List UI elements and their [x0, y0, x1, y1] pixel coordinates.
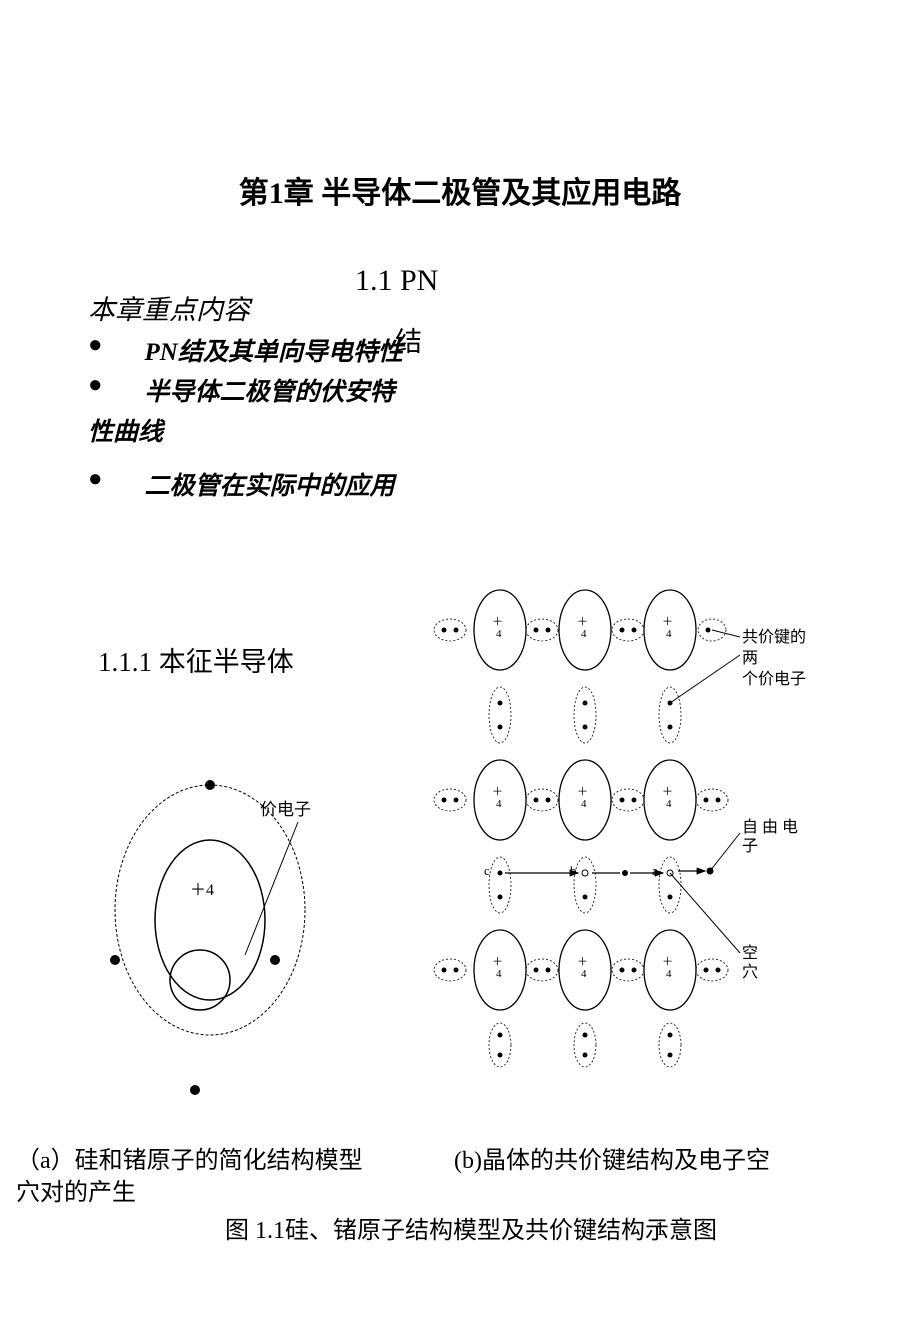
svg-text:4: 4	[496, 628, 502, 640]
atom-diagram: ＋4	[100, 780, 360, 1110]
label-text: 子	[742, 838, 758, 855]
svg-text:＋: ＋	[492, 956, 503, 968]
svg-text:4: 4	[496, 798, 502, 810]
svg-text:＋: ＋	[577, 616, 588, 628]
subsection-title: 1.1.1 本征半导体	[98, 640, 294, 679]
svg-text:＋: ＋	[492, 786, 503, 798]
page-number: 1	[655, 1218, 665, 1241]
label-text: 共价键的	[742, 629, 806, 646]
svg-text:4: 4	[581, 968, 587, 980]
list-item-wrap: 性曲线	[88, 412, 403, 448]
figure-caption: 图 1.1硅、锗原子结构模型及共价键结构示意图	[225, 1210, 717, 1245]
svg-text:＋: ＋	[662, 616, 673, 628]
bullet-icon: ●	[88, 332, 103, 359]
svg-text:＋: ＋	[492, 616, 503, 628]
bullet-icon: ●	[88, 372, 103, 399]
svg-text:a: a	[652, 863, 658, 878]
keypoints-label: 本章重点内容	[88, 288, 250, 327]
covalent-bond-label: 共价键的 两 个价电子	[742, 628, 806, 690]
svg-text:＋: ＋	[577, 786, 588, 798]
svg-text:4: 4	[496, 968, 502, 980]
caption-b: (b)晶体的共价键结构及电子空	[454, 1140, 770, 1175]
svg-text:b: b	[570, 863, 577, 878]
list-item: ● 半导体二极管的伏安特	[88, 372, 403, 408]
list-item-text: 半导体二极管的伏安特	[145, 372, 395, 408]
caption-wrap: 穴对的产生	[16, 1172, 136, 1207]
list-item-text: PN结及其单向导电特性	[145, 332, 403, 368]
list-item: ● 二极管在实际中的应用	[88, 466, 403, 502]
bullet-icon: ●	[88, 466, 103, 493]
chapter-title: 第1章 半导体二极管及其应用电路	[0, 168, 920, 212]
list-item-text: 二极管在实际中的应用	[145, 466, 395, 502]
svg-text:＋: ＋	[577, 956, 588, 968]
svg-text:4: 4	[666, 628, 672, 640]
svg-text:＋: ＋	[662, 956, 673, 968]
svg-text:4: 4	[581, 798, 587, 810]
svg-text:＋: ＋	[662, 786, 673, 798]
label-text: 穴	[742, 964, 758, 981]
list-item: ● PN结及其单向导电特性	[88, 332, 403, 368]
caption-a: （a）硅和锗原子的简化结构模型	[16, 1140, 363, 1175]
svg-text:c: c	[484, 863, 490, 878]
free-electron-label: 自 由 电 子	[742, 818, 798, 856]
label-text: 空	[742, 945, 758, 962]
label-text: 个价电子	[742, 671, 806, 688]
label-text: 自 由 电	[742, 819, 798, 836]
label-text: 两	[742, 650, 758, 667]
section-number: 1.1 PN	[355, 264, 438, 298]
svg-text:4: 4	[581, 628, 587, 640]
svg-text:＋4: ＋4	[190, 882, 214, 899]
svg-text:4: 4	[666, 798, 672, 810]
svg-text:4: 4	[666, 968, 672, 980]
lattice-diagram: ＋4 ＋4 ＋4 ＋4 ＋4 ＋4 ＋4 ＋4 ＋4	[420, 575, 880, 1095]
hole-label: 空 穴	[742, 944, 758, 982]
keypoints-list: ● PN结及其单向导电特性 ● 半导体二极管的伏安特 性曲线 ● 二极管在实际中…	[88, 332, 403, 506]
